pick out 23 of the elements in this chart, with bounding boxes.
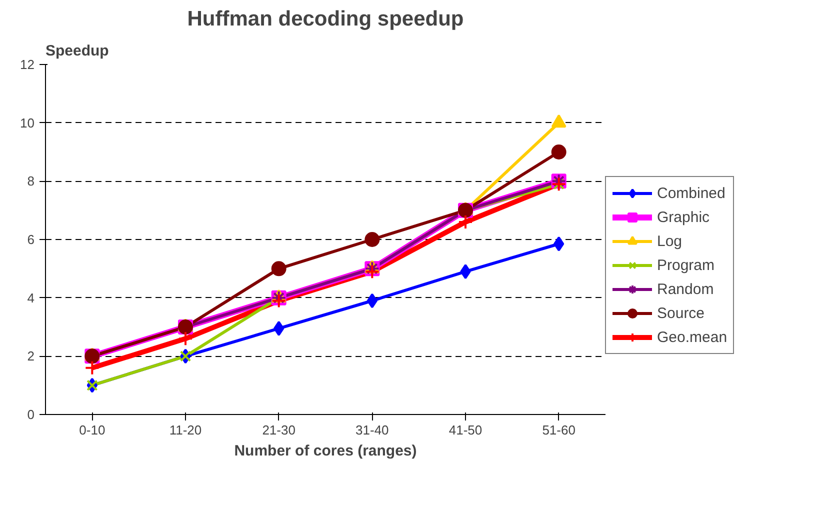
legend-label: Log bbox=[657, 232, 682, 250]
legend-label: Random bbox=[657, 280, 714, 298]
y-tick-label: 12 bbox=[20, 57, 35, 72]
y-axis-title: Speedup bbox=[46, 42, 109, 60]
legend-label: Combined bbox=[657, 184, 726, 202]
x-tick-label: 21-30 bbox=[262, 422, 296, 438]
y-tick-label: 4 bbox=[27, 290, 35, 306]
legend-label: Graphic bbox=[657, 208, 710, 226]
chart-title: Huffman decoding speedup bbox=[187, 8, 464, 30]
legend-label: Geo.mean bbox=[657, 328, 728, 346]
x-axis-title: Number of cores (ranges) bbox=[234, 442, 417, 460]
x-tick-label: 41-50 bbox=[448, 422, 482, 438]
y-tick-label: 8 bbox=[27, 174, 35, 189]
x-tick-label: 51-60 bbox=[542, 422, 576, 438]
y-tick-label: 0 bbox=[27, 407, 35, 422]
legend-label: Source bbox=[657, 304, 705, 322]
y-tick-label: 10 bbox=[20, 115, 35, 130]
x-tick-label: 0-10 bbox=[79, 422, 106, 438]
y-tick-label: 6 bbox=[27, 232, 35, 247]
x-tick-label: 11-20 bbox=[169, 422, 202, 438]
legend-label: Program bbox=[657, 256, 715, 274]
y-tick-label: 2 bbox=[27, 348, 35, 364]
x-tick-label: 31-40 bbox=[356, 422, 389, 438]
